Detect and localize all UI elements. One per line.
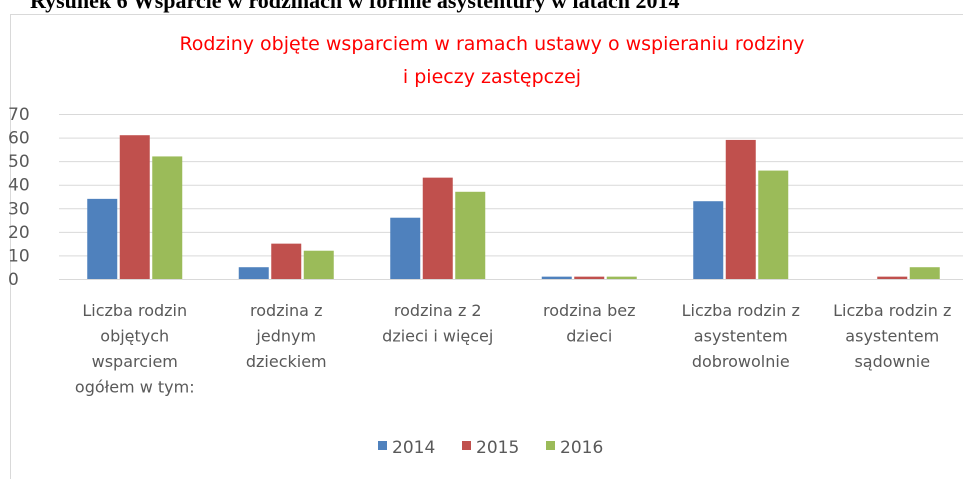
bar <box>455 191 486 279</box>
legend-swatch <box>378 441 387 450</box>
bar <box>152 156 183 279</box>
y-tick-label: 40 <box>8 176 30 196</box>
bar <box>422 177 453 279</box>
x-tick-label: rodzina z 2 dzieci i więcej <box>382 301 493 346</box>
x-tick-label: Liczba rodzin objętych wsparciem ogółem w t… <box>75 301 195 397</box>
bar <box>574 276 605 279</box>
y-tick-label: 60 <box>8 129 30 149</box>
x-tick-label: Liczba rodzin z asystentem sądownie <box>833 301 951 371</box>
x-tick-label: rodzina bez dzieci <box>543 301 635 346</box>
bar <box>390 217 421 279</box>
y-tick-label: 20 <box>8 223 30 243</box>
bar <box>693 201 724 279</box>
bar <box>87 198 118 279</box>
bar <box>877 276 908 279</box>
bar <box>606 276 637 279</box>
legend-swatch <box>546 441 555 450</box>
bar <box>271 243 302 279</box>
caption: Rysunek 6 Wsparcie w rodzinach w formie … <box>30 0 679 13</box>
y-tick-label: 10 <box>8 246 30 266</box>
legend-label: 2014 <box>392 438 435 458</box>
bar <box>238 267 269 279</box>
x-tick-label: Liczba rodzin z asystentem dobrowolnie <box>682 301 800 371</box>
legend-label: 2015 <box>476 438 519 458</box>
bar <box>725 139 756 279</box>
y-tick-label: 70 <box>8 105 30 125</box>
x-tick-label: rodzina z jednym dzieckiem <box>246 301 327 371</box>
bar <box>119 135 150 279</box>
bar <box>303 250 334 279</box>
y-tick-label: 0 <box>8 270 19 290</box>
chart-title: Rodziny objęte wsparciem w ramach ustawy… <box>179 33 804 55</box>
y-tick-label: 30 <box>8 199 30 219</box>
bar <box>541 276 572 279</box>
chart-title: i pieczy zastępczej <box>403 66 581 88</box>
legend-swatch <box>462 441 471 450</box>
y-tick-label: 50 <box>8 152 30 172</box>
legend-label: 2016 <box>560 438 603 458</box>
bar <box>909 267 940 279</box>
bar <box>758 170 789 279</box>
